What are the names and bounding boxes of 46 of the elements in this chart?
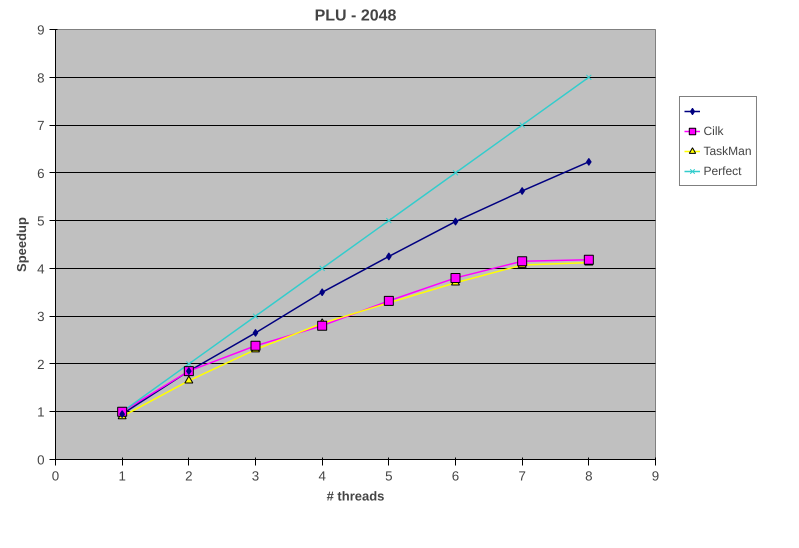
y-tick-label: 1 — [37, 404, 45, 420]
x-tick-label: 0 — [52, 468, 60, 484]
x-tick-label: 9 — [652, 468, 660, 484]
x-tick-label: 8 — [585, 468, 593, 484]
point — [452, 170, 458, 176]
chart-title: PLU - 2048 — [314, 8, 397, 24]
legend-label: Cilk — [703, 124, 724, 138]
x-tick-label: 4 — [318, 468, 326, 484]
y-tick-label: 3 — [37, 309, 45, 324]
y-tick-label: 2 — [37, 356, 45, 372]
point — [250, 340, 260, 351]
point — [186, 367, 192, 376]
point — [519, 186, 525, 195]
point — [450, 272, 460, 283]
y-tick-label: 4 — [37, 261, 46, 276]
y-tick-label: 9 — [37, 22, 45, 38]
point — [252, 328, 258, 337]
point — [519, 122, 526, 128]
legend-label: Perfect — [703, 164, 742, 178]
point — [386, 252, 392, 260]
x-tick-label: 7 — [518, 468, 526, 484]
point — [317, 320, 328, 331]
y-tick-label: 7 — [37, 118, 45, 134]
point — [517, 256, 528, 266]
point — [452, 218, 458, 226]
point — [186, 360, 192, 367]
x-tick-label: 2 — [185, 468, 193, 484]
point — [319, 288, 325, 296]
point — [386, 218, 392, 224]
x-tick-label: 6 — [452, 468, 460, 484]
legend-label: TaskMan — [703, 144, 752, 158]
point — [586, 158, 592, 166]
point — [319, 265, 326, 272]
x-tick-label: 1 — [118, 468, 126, 484]
point — [252, 313, 258, 320]
y-axis-title: Speedup — [14, 216, 30, 272]
y-tick-label: 6 — [37, 166, 45, 181]
y-tick-label: 0 — [37, 452, 45, 468]
x-tick-label: 5 — [385, 468, 393, 484]
point — [184, 376, 194, 384]
x-tick-label: 3 — [252, 468, 260, 484]
x-axis-title: # threads — [326, 488, 384, 504]
y-tick-label: 5 — [37, 214, 45, 229]
point — [586, 74, 592, 80]
y-tick-label: 8 — [37, 70, 45, 86]
point — [584, 254, 594, 265]
